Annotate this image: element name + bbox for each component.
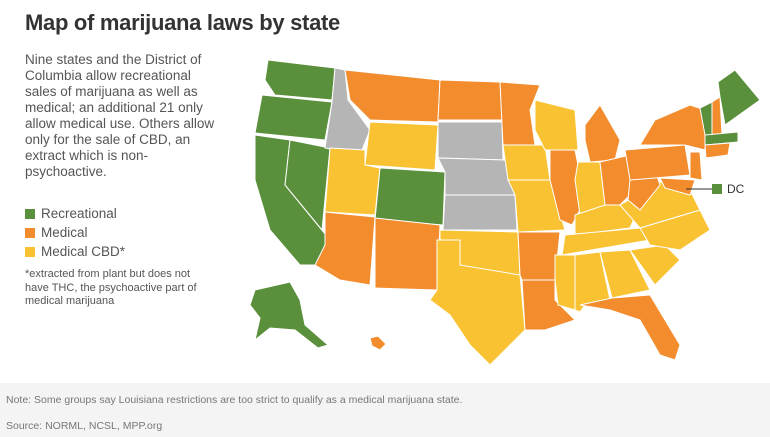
legend-swatch bbox=[25, 246, 35, 257]
state bbox=[659, 177, 696, 196]
state bbox=[284, 139, 331, 232]
legend-swatch bbox=[25, 208, 35, 219]
state bbox=[704, 131, 739, 146]
state bbox=[369, 335, 387, 351]
legend-label: Recreational bbox=[41, 206, 117, 221]
state bbox=[689, 151, 703, 181]
legend-item: Recreational bbox=[25, 204, 125, 223]
legend-item: Medical CBD* bbox=[25, 242, 125, 261]
legend-label: Medical bbox=[41, 225, 88, 240]
state bbox=[507, 179, 566, 233]
description: Nine states and the District of Columbia… bbox=[25, 52, 215, 179]
legend-label: Medical CBD* bbox=[41, 244, 126, 259]
state bbox=[717, 69, 761, 126]
state bbox=[599, 249, 651, 299]
note: Note: Some groups say Louisiana restrict… bbox=[6, 394, 463, 406]
state bbox=[374, 167, 446, 226]
state bbox=[711, 96, 723, 136]
legend: Recreational Medical Medical CBD* bbox=[25, 204, 125, 261]
state bbox=[254, 94, 333, 141]
state bbox=[374, 217, 441, 291]
state bbox=[704, 142, 731, 159]
source: Source: NORML, NCSL, MPP.org bbox=[6, 420, 163, 432]
state bbox=[344, 69, 441, 123]
footnote: *extracted from plant but does not have … bbox=[25, 268, 197, 307]
state bbox=[624, 144, 691, 181]
state bbox=[442, 194, 518, 231]
state bbox=[584, 104, 621, 163]
footer-band bbox=[0, 383, 770, 437]
state bbox=[437, 121, 504, 161]
state bbox=[429, 239, 526, 366]
state bbox=[264, 59, 336, 101]
state bbox=[364, 121, 439, 171]
state bbox=[517, 231, 561, 281]
state bbox=[502, 144, 551, 181]
legend-item: Medical bbox=[25, 223, 125, 242]
state bbox=[437, 79, 503, 121]
states: DC bbox=[249, 59, 761, 366]
state bbox=[249, 281, 330, 349]
state bbox=[549, 149, 586, 226]
state bbox=[554, 254, 576, 311]
legend-swatch bbox=[25, 227, 35, 238]
state bbox=[314, 211, 376, 286]
state bbox=[629, 244, 681, 286]
state bbox=[437, 157, 516, 196]
dc-label: DC bbox=[727, 182, 745, 196]
state bbox=[534, 99, 579, 151]
title: Map of marijuana laws by state bbox=[25, 10, 340, 35]
state bbox=[579, 294, 681, 361]
dc-marker bbox=[712, 184, 722, 194]
state bbox=[639, 104, 706, 151]
state bbox=[499, 81, 541, 146]
